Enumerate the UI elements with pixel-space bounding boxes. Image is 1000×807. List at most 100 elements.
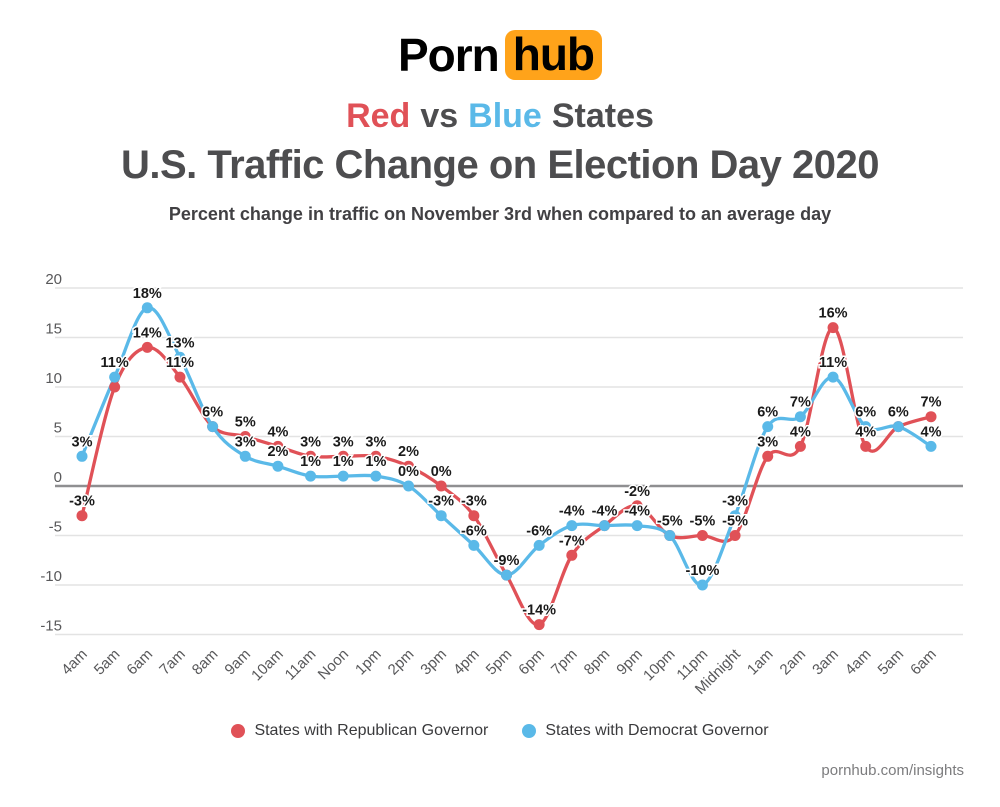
democrat-data-label: -4%: [592, 504, 618, 520]
title-states-word: States: [551, 97, 654, 135]
republican-data-point: [566, 549, 578, 561]
x-tick-label: 4am: [58, 646, 91, 679]
democrat-data-point: [207, 421, 219, 433]
democrat-data-point: [860, 421, 872, 433]
democrat-data-label: 13%: [165, 335, 194, 351]
republican-data-label: 4%: [855, 424, 876, 440]
democrat-data-label: 1%: [300, 454, 321, 470]
x-tick-label: 1am: [744, 646, 777, 679]
republican-data-point: [403, 460, 415, 472]
y-tick-label: 0: [54, 469, 62, 486]
democrat-data-label: 6%: [757, 405, 778, 421]
chart-title-line2: U.S. Traffic Change on Election Day 2020: [120, 143, 880, 187]
x-tick-label: 8am: [189, 646, 222, 679]
x-tick-label: 5am: [875, 646, 908, 679]
republican-data-point: [631, 500, 643, 512]
democrat-data-point: [174, 351, 186, 363]
democrat-data-point: [925, 440, 937, 452]
y-tick-label: -5: [49, 519, 62, 536]
x-tick-label: 10pm: [640, 646, 679, 685]
republican-data-point: [109, 381, 121, 393]
republican-line: [80, 325, 933, 627]
democrat-data-label: 3%: [235, 434, 256, 450]
republican-data-label: -7%: [559, 533, 585, 549]
democrat-data-point: [305, 470, 317, 482]
x-tick-label: 2am: [777, 646, 810, 679]
x-tick-label: 6am: [123, 646, 156, 679]
y-tick-label: 5: [54, 420, 62, 437]
republican-dot-icon: [231, 724, 246, 738]
y-tick-label: 10: [45, 370, 62, 387]
legend-label-democrat: States with Democrat Governor: [545, 722, 769, 739]
insights-url: pornhub.com/insights: [821, 762, 964, 779]
republican-data-point: [435, 480, 447, 492]
x-tick-label: 5pm: [483, 646, 516, 679]
republican-data-label: 7%: [921, 395, 942, 411]
x-tick-label: 3pm: [417, 646, 450, 679]
republican-data-label: 3%: [300, 434, 321, 450]
republican-data-label: -5%: [690, 514, 716, 530]
republican-data-label: -5%: [722, 514, 748, 530]
y-tick-label: 20: [45, 271, 62, 288]
democrat-data-label: 1%: [365, 454, 386, 470]
democrat-data-label: 4%: [921, 424, 942, 440]
republican-data-point: [729, 530, 741, 541]
democrat-data-point: [435, 510, 447, 522]
democrat-data-label: 6%: [202, 405, 223, 421]
legend-item-republican: States with Republican Governor: [231, 722, 488, 740]
democrat-data-point: [598, 520, 610, 532]
republican-data-point: [827, 322, 839, 334]
chart-title-line1: Red vs Blue States: [0, 97, 1000, 136]
republican-data-label: -3%: [461, 494, 487, 510]
republican-data-label: 3%: [757, 434, 778, 450]
republican-data-point: [696, 530, 708, 541]
x-tick-label: 7pm: [548, 646, 581, 679]
republican-data-label: 2%: [398, 444, 419, 460]
pornhub-logo: Porn hub: [397, 28, 603, 82]
chart-legend: States with Republican Governor States w…: [0, 722, 1000, 740]
democrat-data-point: [892, 421, 904, 433]
x-tick-label: 2pm: [385, 646, 418, 679]
x-tick-label: Noon: [315, 646, 352, 683]
x-tick-label: 5am: [91, 646, 124, 679]
democrat-data-label: 3%: [72, 434, 93, 450]
democrat-data-point: [141, 302, 153, 314]
republican-data-label: 16%: [819, 306, 848, 322]
republican-data-label: -3%: [69, 494, 95, 510]
republican-data-label: -14%: [522, 603, 556, 619]
republican-data-point: [794, 440, 806, 452]
democrat-data-point: [762, 421, 774, 433]
democrat-data-label: -5%: [657, 514, 683, 530]
republican-data-label: 3%: [365, 434, 386, 450]
y-tick-label: -15: [40, 618, 62, 635]
republican-data-point: [305, 450, 317, 462]
x-tick-label: 8pm: [581, 646, 614, 679]
democrat-data-point: [501, 569, 513, 581]
democrat-data-point: [337, 470, 349, 482]
democrat-data-label: -4%: [624, 504, 650, 520]
democrat-data-point: [729, 510, 741, 522]
democrat-data-point: [566, 520, 578, 532]
x-tick-label: 6pm: [515, 646, 548, 679]
legend-label-republican: States with Republican Governor: [254, 722, 489, 739]
democrat-data-label: -9%: [494, 553, 520, 569]
democrat-data-point: [272, 460, 284, 472]
x-tick-label: 4pm: [450, 646, 483, 679]
democrat-data-point: [827, 371, 839, 383]
header: Porn hub: [0, 28, 1000, 82]
democrat-data-point: [533, 539, 545, 551]
democrat-data-label: 6%: [888, 405, 909, 421]
x-tick-label: 11am: [282, 646, 320, 684]
democrat-data-label: 11%: [819, 355, 847, 371]
republican-data-label: 4%: [790, 424, 811, 440]
title-red-word: Red: [346, 97, 411, 135]
republican-data-label: 5%: [235, 415, 256, 431]
logo-text-porn: Porn: [397, 29, 500, 81]
democrat-data-point: [696, 579, 708, 591]
republican-data-label: 3%: [333, 434, 354, 450]
democrat-dot-icon: [522, 724, 537, 738]
democrat-data-label: -6%: [526, 523, 552, 539]
y-tick-label: 15: [45, 321, 62, 338]
republican-data-point: [762, 450, 774, 462]
title-blue-word: Blue: [468, 97, 542, 135]
